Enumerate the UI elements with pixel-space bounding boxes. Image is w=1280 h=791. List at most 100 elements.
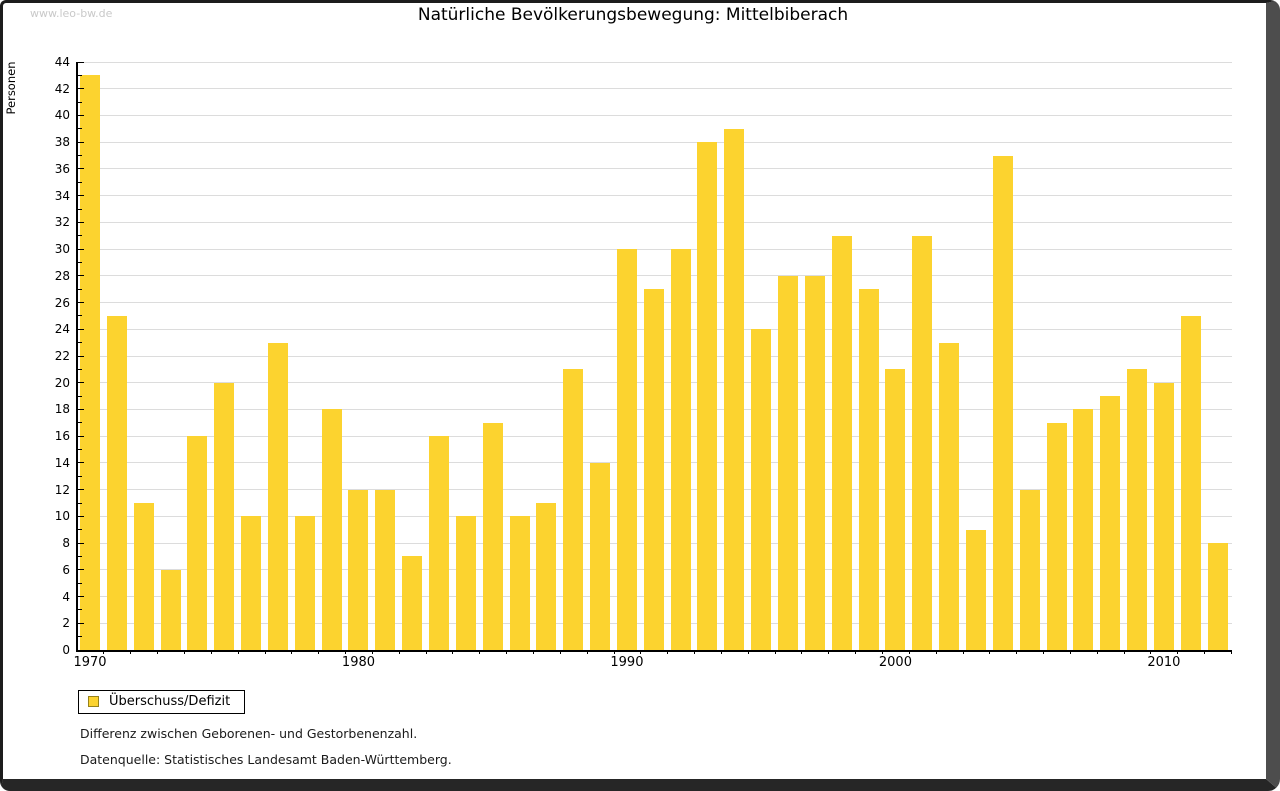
y-tick-23: [78, 342, 82, 344]
bar-1980: [348, 490, 369, 650]
bar-1989: [590, 463, 611, 650]
x-tick: [1096, 650, 1098, 654]
y-tick-6: [78, 569, 84, 571]
x-tick: [479, 650, 481, 654]
bar-2004: [992, 156, 1013, 650]
footnote-source: Datenquelle: Statistisches Landesamt Bad…: [80, 752, 452, 767]
x-tick: [935, 650, 937, 654]
x-tick: [640, 650, 642, 654]
y-axis-label-0: 0: [62, 643, 70, 657]
x-axis-label-2000: 2000: [878, 655, 912, 670]
y-axis-label-2: 2: [62, 616, 70, 631]
x-tick: [1069, 650, 1071, 654]
bar-1974: [187, 436, 208, 650]
x-tick: [398, 650, 400, 654]
x-tick: [1043, 650, 1045, 654]
bar-1996: [778, 276, 799, 650]
bar-1999: [858, 289, 879, 650]
y-tick-42: [78, 88, 84, 90]
y-tick-19: [78, 395, 82, 397]
bar-1983: [429, 436, 450, 650]
y-tick-26: [78, 302, 84, 304]
gridline-38: [78, 141, 1232, 143]
y-axis-label-18: 18: [54, 402, 70, 417]
x-tick: [1016, 650, 1018, 654]
y-tick-27: [78, 288, 82, 290]
y-tick-24: [78, 328, 84, 330]
bar-2005: [1019, 490, 1040, 650]
footnote-description: Differenz zwischen Geborenen- und Gestor…: [80, 726, 418, 741]
y-tick-5: [78, 582, 82, 584]
y-tick-9: [78, 529, 82, 531]
bar-2000: [885, 369, 906, 650]
y-axis-label-22: 22: [54, 349, 70, 363]
y-tick-18: [78, 408, 84, 410]
x-tick: [774, 650, 776, 654]
y-axis-label-32: 32: [54, 215, 70, 230]
y-axis-label-8: 8: [62, 536, 70, 551]
bar-1981: [375, 490, 396, 650]
y-axis-label-40: 40: [54, 108, 70, 123]
bar-1977: [267, 343, 288, 650]
x-axis-label-1980: 1980: [341, 655, 376, 670]
x-tick: [1231, 650, 1233, 654]
x-tick: [667, 650, 669, 654]
x-tick: [103, 650, 105, 654]
plot-area: 0 2 4 6 8 10 12 14 16 18 20 22 24 26 28 30 32 34 36 38 40 42 4…: [55, 55, 1233, 670]
y-tick-38: [78, 141, 84, 143]
x-tick: [532, 650, 534, 654]
x-axis-label-1990: 1990: [610, 655, 644, 670]
x-tick: [264, 650, 266, 654]
x-tick: [157, 650, 159, 654]
bar-2011: [1180, 316, 1201, 650]
y-axis-label-44: 44: [54, 55, 70, 69]
x-tick: [506, 650, 508, 654]
y-tick-34: [78, 195, 84, 197]
x-tick: [130, 650, 132, 654]
bar-2001: [912, 236, 933, 650]
x-tick: [559, 650, 561, 654]
bar-1986: [509, 516, 530, 650]
x-tick: [425, 650, 427, 654]
bar-1994: [724, 129, 745, 650]
y-tick-33: [78, 208, 82, 210]
bar-2010: [1153, 383, 1174, 650]
x-tick: [237, 650, 239, 654]
x-tick: [908, 650, 910, 654]
y-tick-44: [78, 61, 84, 63]
x-tick: [694, 650, 696, 654]
bar-2009: [1127, 369, 1148, 650]
legend-label: Überschuss/Defizit: [109, 694, 231, 709]
bar-1997: [804, 276, 825, 650]
x-tick: [183, 650, 185, 654]
y-axis-label-30: 30: [54, 242, 70, 257]
y-axis-label-12: 12: [54, 482, 70, 497]
y-tick-32: [78, 221, 84, 223]
gridline-40: [78, 114, 1232, 116]
y-tick-3: [78, 609, 82, 611]
y-tick-36: [78, 168, 84, 170]
x-axis-label-2010: 2010: [1147, 655, 1181, 670]
bar-1984: [455, 516, 476, 650]
x-tick: [345, 650, 347, 654]
y-axis-label-28: 28: [54, 268, 70, 283]
bar-1979: [321, 409, 342, 650]
y-axis-label-38: 38: [54, 135, 70, 150]
x-tick: [855, 650, 857, 654]
watermark: www.leo-bw.de: [30, 7, 113, 20]
bar-1987: [536, 503, 557, 650]
bar-2012: [1207, 543, 1228, 650]
y-tick-35: [78, 181, 82, 183]
bar-1982: [402, 556, 423, 650]
gridline-34: [78, 195, 1232, 197]
x-tick: [1123, 650, 1125, 654]
y-tick-39: [78, 128, 82, 130]
x-tick: [452, 650, 454, 654]
y-axis-label-10: 10: [54, 509, 70, 524]
y-axis-label-24: 24: [54, 322, 70, 337]
y-tick-16: [78, 435, 84, 437]
x-tick: [1204, 650, 1206, 654]
bar-1998: [831, 236, 852, 650]
y-tick-28: [78, 275, 84, 277]
gridline-44: [78, 61, 1232, 63]
